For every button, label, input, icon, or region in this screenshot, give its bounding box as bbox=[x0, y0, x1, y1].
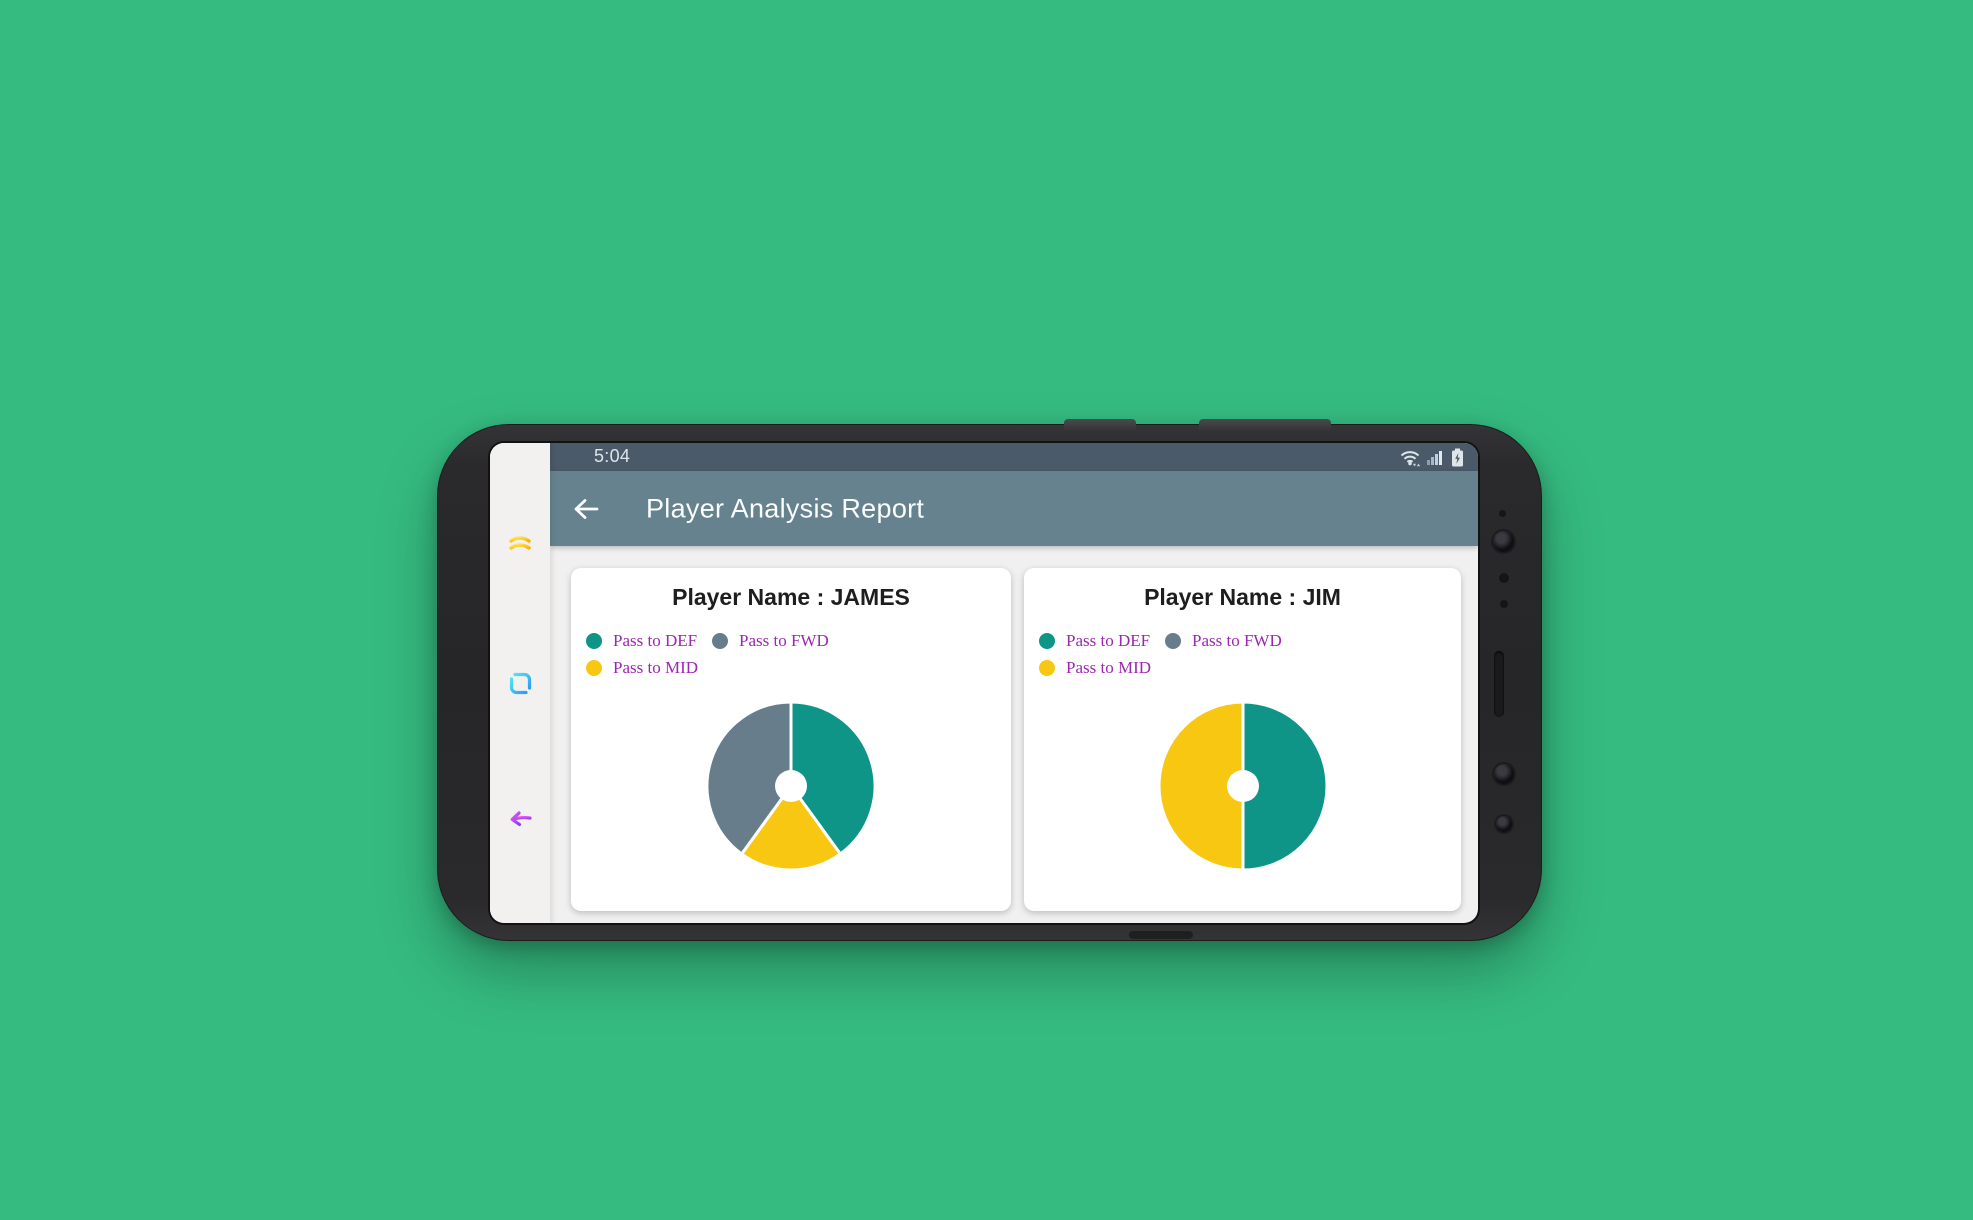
legend-label: Pass to MID bbox=[1066, 658, 1152, 677]
legend-dot-gray bbox=[1165, 633, 1181, 649]
legend-item: Pass to FWD bbox=[712, 630, 829, 652]
legend-item: Pass to FWD bbox=[1165, 630, 1282, 652]
legend-item: Pass to MID bbox=[586, 657, 698, 679]
wifi-icon bbox=[1400, 450, 1421, 466]
phone-device-frame: 5:04 bbox=[437, 419, 1542, 941]
app-bar: Player Analysis Report bbox=[550, 471, 1478, 546]
proximity-sensor-dot bbox=[1499, 510, 1506, 517]
status-icons bbox=[1399, 443, 1464, 471]
player-name-title: Player Name : JIM bbox=[1144, 584, 1341, 610]
legend-label: Pass to FWD bbox=[739, 631, 829, 650]
donut-chart-james[interactable] bbox=[704, 699, 878, 873]
camera-lens bbox=[1494, 764, 1514, 784]
battery-charging-icon bbox=[1452, 448, 1463, 466]
legend-label: Pass to FWD bbox=[1192, 631, 1282, 650]
sensor-dot bbox=[1500, 600, 1508, 608]
arrow-left-icon bbox=[574, 498, 599, 519]
clock: 5:04 bbox=[594, 446, 631, 466]
nav-back-arrow-icon[interactable] bbox=[506, 805, 534, 833]
power-button bbox=[1064, 419, 1136, 431]
nav-wave-lines-icon[interactable] bbox=[506, 530, 534, 558]
sensor-dot bbox=[1499, 573, 1509, 583]
volume-rocker bbox=[1199, 419, 1331, 431]
legend-dot-teal bbox=[586, 633, 602, 649]
signal-strength-icon bbox=[1427, 450, 1442, 465]
bottom-port bbox=[1129, 931, 1193, 939]
nav-rounded-square-icon[interactable] bbox=[506, 669, 534, 697]
legend-item: Pass to DEF bbox=[586, 630, 698, 652]
legend-dot-gray bbox=[712, 633, 728, 649]
legend-label: Pass to DEF bbox=[1066, 631, 1151, 650]
chart-legend: Pass to DEF Pass to FWD Pass to MID bbox=[586, 630, 886, 684]
legend-label: Pass to MID bbox=[613, 658, 699, 677]
front-camera bbox=[1493, 531, 1514, 552]
earpiece-speaker bbox=[1494, 651, 1504, 717]
chart-legend: Pass to DEF Pass to FWD Pass to MID bbox=[1039, 630, 1339, 684]
player-name-title: Player Name : JAMES bbox=[672, 584, 910, 610]
legend-dot-teal bbox=[1039, 633, 1055, 649]
donut-chart-jim[interactable] bbox=[1156, 699, 1330, 873]
report-content: Player Name : JAMES Pass to DEF Pass to … bbox=[550, 546, 1478, 923]
legend-dot-yellow bbox=[586, 660, 602, 676]
phone-screen: 5:04 bbox=[490, 443, 1478, 923]
player-card-james: Player Name : JAMES Pass to DEF Pass to … bbox=[571, 568, 1011, 911]
back-button[interactable] bbox=[564, 487, 608, 531]
flash-led bbox=[1496, 816, 1512, 832]
android-nav-bar bbox=[490, 443, 550, 923]
app-viewport: 5:04 bbox=[550, 443, 1478, 923]
legend-label: Pass to DEF bbox=[613, 631, 698, 650]
legend-item: Pass to MID bbox=[1039, 657, 1151, 679]
player-card-jim: Player Name : JIM Pass to DEF Pass to FW… bbox=[1024, 568, 1461, 911]
page-title: Player Analysis Report bbox=[646, 493, 925, 523]
status-bar: 5:04 bbox=[550, 443, 1478, 471]
legend-dot-yellow bbox=[1039, 660, 1055, 676]
legend-item: Pass to DEF bbox=[1039, 630, 1151, 652]
